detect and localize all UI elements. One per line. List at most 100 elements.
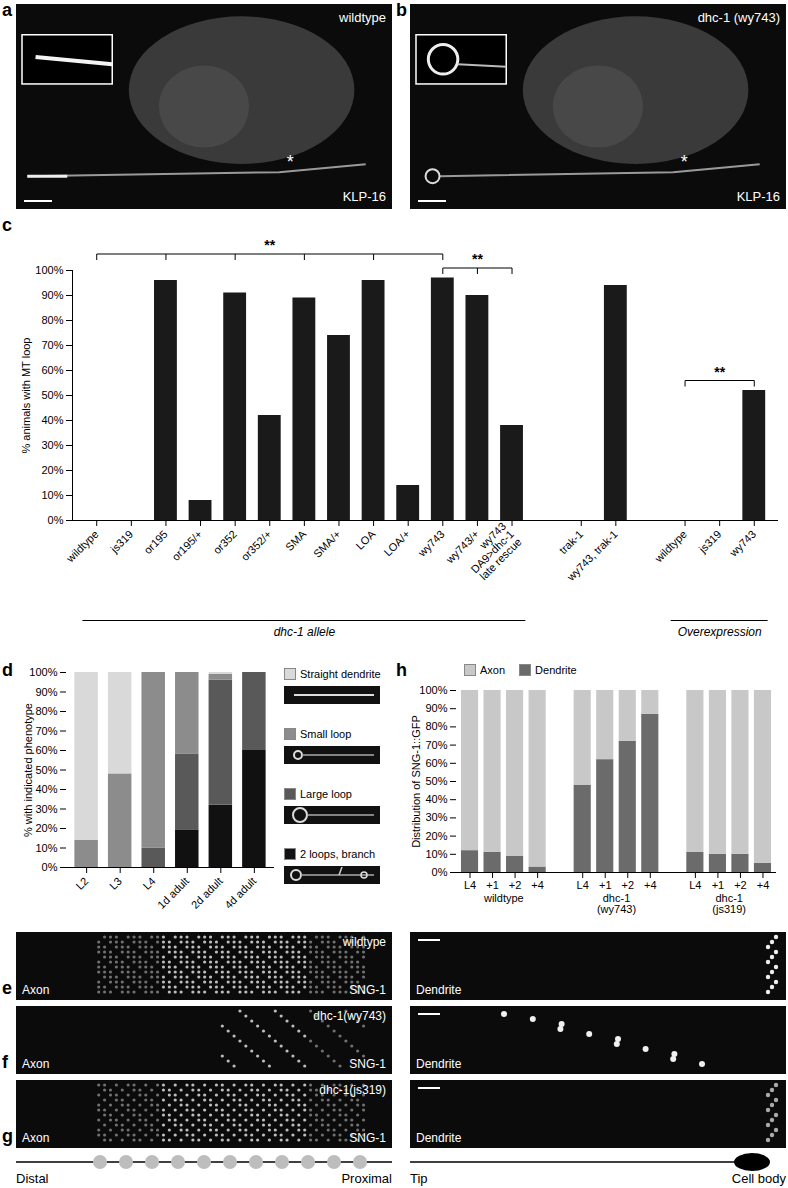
svg-text:60%: 60% [41,364,63,376]
svg-text:90%: 90% [35,686,57,698]
svg-text:+1: +1 [712,879,725,891]
svg-text:or195/+: or195/+ [169,528,204,563]
svg-text:40%: 40% [35,783,57,795]
svg-text:60%: 60% [35,744,57,756]
svg-text:**: ** [472,251,483,267]
svg-text:80%: 80% [425,720,447,732]
svg-text:+4: +4 [644,879,657,891]
svg-text:+2: +2 [621,879,634,891]
svg-text:KLP-16: KLP-16 [343,189,386,204]
svg-text:% animals with MT loop: % animals with MT loop [20,338,32,454]
svg-text:100%: 100% [35,264,63,276]
svg-text:Proximal: Proximal [341,1171,392,1186]
svg-text:40%: 40% [41,414,63,426]
svg-text:50%: 50% [425,775,447,787]
svg-text:L4: L4 [140,875,157,892]
svg-text:Dendrite: Dendrite [416,1057,462,1071]
svg-text:L4: L4 [464,879,476,891]
svg-text:+1: +1 [486,879,499,891]
svg-text:Axon: Axon [22,1131,49,1145]
svg-text:+2: +2 [509,879,522,891]
svg-text:60%: 60% [425,757,447,769]
svg-text:**: ** [264,237,275,253]
svg-text:30%: 30% [35,803,57,815]
svg-text:trak-1: trak-1 [557,528,585,556]
svg-text:Dendrite: Dendrite [416,983,462,997]
svg-text:dhc-1(wy743): dhc-1(wy743) [597,892,636,915]
svg-text:80%: 80% [41,314,63,326]
svg-text:SNG-1: SNG-1 [349,1131,386,1145]
svg-text:wy743: wy743 [415,528,447,560]
svg-text:or195: or195 [141,528,169,556]
svg-text:wildtype: wildtype [338,10,386,25]
svg-text:wy743DA9>dhc-1late rescue: wy743DA9>dhc-1late rescue [461,520,524,583]
svg-text:SMA/+: SMA/+ [311,528,343,560]
svg-text:Distribution of SNG-1::GFP: Distribution of SNG-1::GFP [410,715,422,848]
svg-text:80%: 80% [35,705,57,717]
svg-text:30%: 30% [425,811,447,823]
svg-text:dhc-1(js319): dhc-1(js319) [712,892,746,915]
svg-text:Cell body: Cell body [732,1171,787,1186]
svg-text:70%: 70% [425,739,447,751]
svg-text:dhc-1 (wy743): dhc-1 (wy743) [698,10,780,25]
svg-text:Tip: Tip [410,1171,428,1186]
svg-text:10%: 10% [35,842,57,854]
svg-text:L3: L3 [107,875,124,892]
svg-text:LOA/+: LOA/+ [381,528,412,559]
svg-text:0%: 0% [432,866,448,878]
svg-text:wildtype: wildtype [483,892,524,904]
svg-text:wildtype: wildtype [63,528,100,565]
svg-text:or352: or352 [211,528,239,556]
svg-text:0%: 0% [42,861,58,873]
svg-text:0%: 0% [48,514,64,526]
svg-text:10%: 10% [425,848,447,860]
svg-text:*: * [287,152,294,172]
svg-text:KLP-16: KLP-16 [737,189,780,204]
svg-text:L4: L4 [577,879,589,891]
svg-text:Axon: Axon [22,1057,49,1071]
svg-text:**: ** [714,364,725,380]
svg-text:js319: js319 [696,528,724,556]
svg-text:dhc-1(js319): dhc-1(js319) [319,1083,386,1097]
svg-text:1d adult: 1d adult [155,875,191,911]
svg-text:LOA: LOA [353,527,378,552]
svg-text:*: * [681,152,688,172]
svg-text:2d adult: 2d adult [189,875,225,911]
svg-text:20%: 20% [425,830,447,842]
svg-text:90%: 90% [41,289,63,301]
svg-text:+4: +4 [757,879,770,891]
svg-text:L2: L2 [73,875,90,892]
svg-text:SMA: SMA [283,527,309,553]
svg-text:90%: 90% [425,702,447,714]
svg-text:50%: 50% [35,764,57,776]
svg-text:Axon: Axon [22,983,49,997]
svg-text:70%: 70% [41,339,63,351]
svg-text:10%: 10% [41,489,63,501]
svg-text:L4: L4 [689,879,701,891]
svg-text:40%: 40% [425,793,447,805]
svg-text:+2: +2 [734,879,747,891]
svg-text:20%: 20% [41,464,63,476]
svg-text:+4: +4 [531,879,544,891]
svg-text:100%: 100% [419,684,447,696]
svg-text:wildtype: wildtype [342,935,387,949]
svg-text:% with indicated phenotype: % with indicated phenotype [22,703,34,837]
svg-text:dhc-1 allele: dhc-1 allele [274,625,336,639]
svg-text:Dendrite: Dendrite [416,1131,462,1145]
svg-text:30%: 30% [41,439,63,451]
svg-text:wy743, trak-1: wy743, trak-1 [564,528,620,584]
svg-text:70%: 70% [35,725,57,737]
svg-text:4d adult: 4d adult [222,875,258,911]
svg-text:SNG-1: SNG-1 [349,1057,386,1071]
svg-text:100%: 100% [29,666,57,678]
svg-text:+1: +1 [599,879,612,891]
svg-text:js319: js319 [107,528,135,556]
svg-text:dhc-1(wy743): dhc-1(wy743) [313,1009,386,1023]
svg-text:or352/+: or352/+ [239,528,274,563]
svg-text:Overexpression: Overexpression [678,625,762,639]
svg-text:50%: 50% [41,389,63,401]
svg-text:wildtype: wildtype [652,528,689,565]
svg-text:20%: 20% [35,822,57,834]
svg-text:Distal: Distal [16,1171,49,1186]
svg-text:wy743: wy743 [727,528,759,560]
